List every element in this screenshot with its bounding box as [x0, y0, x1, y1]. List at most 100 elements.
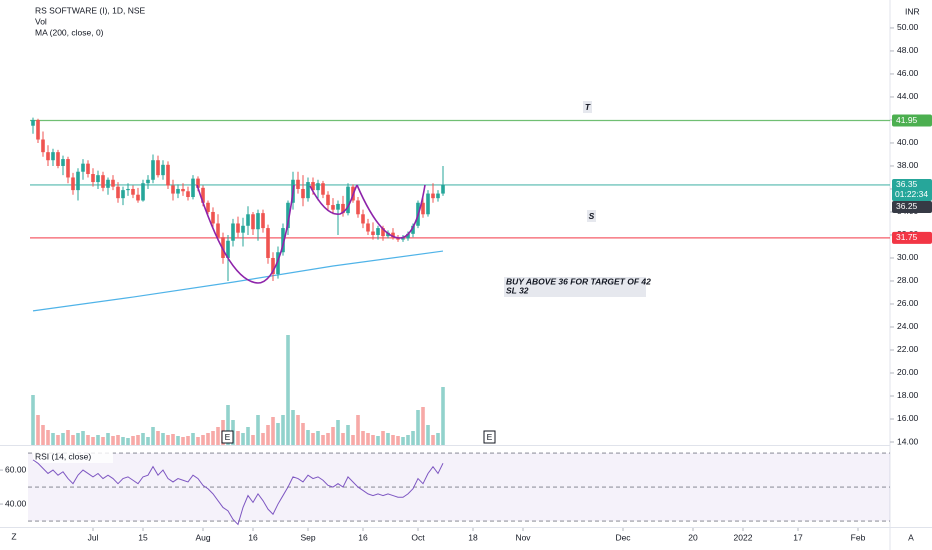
candle-body — [56, 152, 60, 166]
candle-body — [191, 178, 195, 198]
volume-bar — [116, 435, 120, 445]
volume-bar — [301, 423, 305, 445]
note-text: BUY ABOVE 36 FOR TARGET OF 42 — [506, 276, 651, 286]
price-label: 31.75 — [896, 232, 918, 242]
volume-bar — [276, 423, 280, 445]
candle-body — [376, 228, 380, 235]
candle-body — [126, 188, 130, 191]
candle-body — [36, 119, 40, 140]
volume-bar — [141, 433, 145, 445]
x-tick-label: 2022 — [734, 532, 753, 542]
candle-body — [216, 223, 220, 238]
price-label: 36.35 — [896, 179, 918, 189]
volume-bar — [436, 433, 440, 445]
candle-body — [441, 184, 445, 194]
candle-body — [276, 252, 280, 275]
volume-bar — [176, 436, 180, 445]
marker-box — [583, 101, 592, 113]
candle-body — [141, 183, 145, 201]
x-tick-label: 16 — [358, 532, 368, 542]
volume-bar — [206, 433, 210, 445]
y-tick-label: 18.00 — [897, 390, 919, 400]
candle-body — [326, 194, 330, 206]
candle-body — [101, 175, 105, 188]
y-tick-label: 22.00 — [897, 344, 919, 354]
event-marker[interactable]: E — [225, 432, 231, 442]
candle-body — [426, 193, 430, 215]
price-label-box — [892, 178, 932, 201]
candle-body — [106, 179, 110, 188]
note-box — [504, 277, 646, 297]
candle-body — [186, 191, 190, 198]
pre-label: 36.25 — [896, 201, 918, 211]
candle-body — [321, 183, 325, 195]
candle-body — [131, 188, 135, 195]
y-tick-label: 28.00 — [897, 275, 919, 285]
volume-bar — [391, 435, 395, 445]
volume-bar — [281, 415, 285, 445]
event-box[interactable] — [221, 430, 234, 444]
volume-bar — [166, 435, 170, 445]
candle-body — [91, 174, 95, 183]
event-marker[interactable]: E — [487, 432, 493, 442]
volume-bar — [401, 437, 405, 445]
volume-bar — [321, 435, 325, 445]
note-text: SL 32 — [506, 285, 529, 295]
candle-body — [431, 193, 435, 199]
volume-bar — [306, 430, 310, 445]
volume-bar — [266, 425, 270, 445]
volume-bar — [191, 433, 195, 445]
volume-bar — [196, 437, 200, 445]
candle-body — [71, 177, 75, 191]
candle-body — [256, 213, 260, 230]
volume-bar — [336, 420, 340, 445]
volume-bar — [246, 427, 250, 445]
toolbar-button[interactable]: Z — [11, 531, 16, 541]
candle-body — [146, 179, 150, 184]
volume-bar — [291, 410, 295, 445]
price-label-box — [892, 231, 932, 244]
volume-bar — [271, 417, 275, 445]
y-tick-label: 38.00 — [897, 160, 919, 170]
handle-drawing — [309, 184, 358, 215]
volume-bar — [316, 431, 320, 445]
volume-bar — [441, 387, 445, 445]
volume-bar — [76, 433, 80, 445]
volume-bar — [181, 437, 185, 445]
rsi-legend: RSI (14, close) — [35, 451, 91, 461]
volume-bar — [396, 436, 400, 445]
cup-drawing — [196, 184, 295, 284]
candle-body — [281, 228, 285, 253]
candle-body — [316, 183, 320, 191]
candle-body — [246, 214, 250, 226]
candle-body — [161, 164, 165, 176]
symbol-title: RS SOFTWARE (I), 1D, NSE — [35, 5, 146, 15]
volume-bar — [86, 435, 90, 445]
y-tick-label: 48.00 — [897, 45, 919, 55]
candle-body — [226, 240, 230, 258]
toolbar-button[interactable]: A — [908, 532, 914, 542]
volume-bar — [351, 435, 355, 445]
candle-body — [341, 203, 345, 214]
volume-bar — [226, 405, 230, 445]
candle-body — [181, 188, 185, 192]
volume-bar — [341, 433, 345, 445]
currency: INR — [905, 6, 920, 16]
volume-bar — [356, 415, 360, 445]
stop-marker: S — [589, 211, 595, 221]
volume-bar — [311, 433, 315, 445]
cup-drawing — [356, 184, 426, 239]
event-box[interactable] — [483, 430, 496, 444]
candle-body — [266, 228, 270, 258]
y-tick-label: 50.00 — [897, 22, 919, 32]
volume-legend: Vol — [35, 16, 47, 26]
target-marker: T — [585, 102, 591, 112]
candle-body — [31, 119, 35, 126]
candle-body — [296, 179, 300, 189]
candle-body — [171, 185, 175, 194]
volume-bar — [171, 434, 175, 445]
marker-box — [587, 210, 596, 222]
x-tick-label: Aug — [195, 532, 210, 542]
volume-bar — [381, 431, 385, 445]
